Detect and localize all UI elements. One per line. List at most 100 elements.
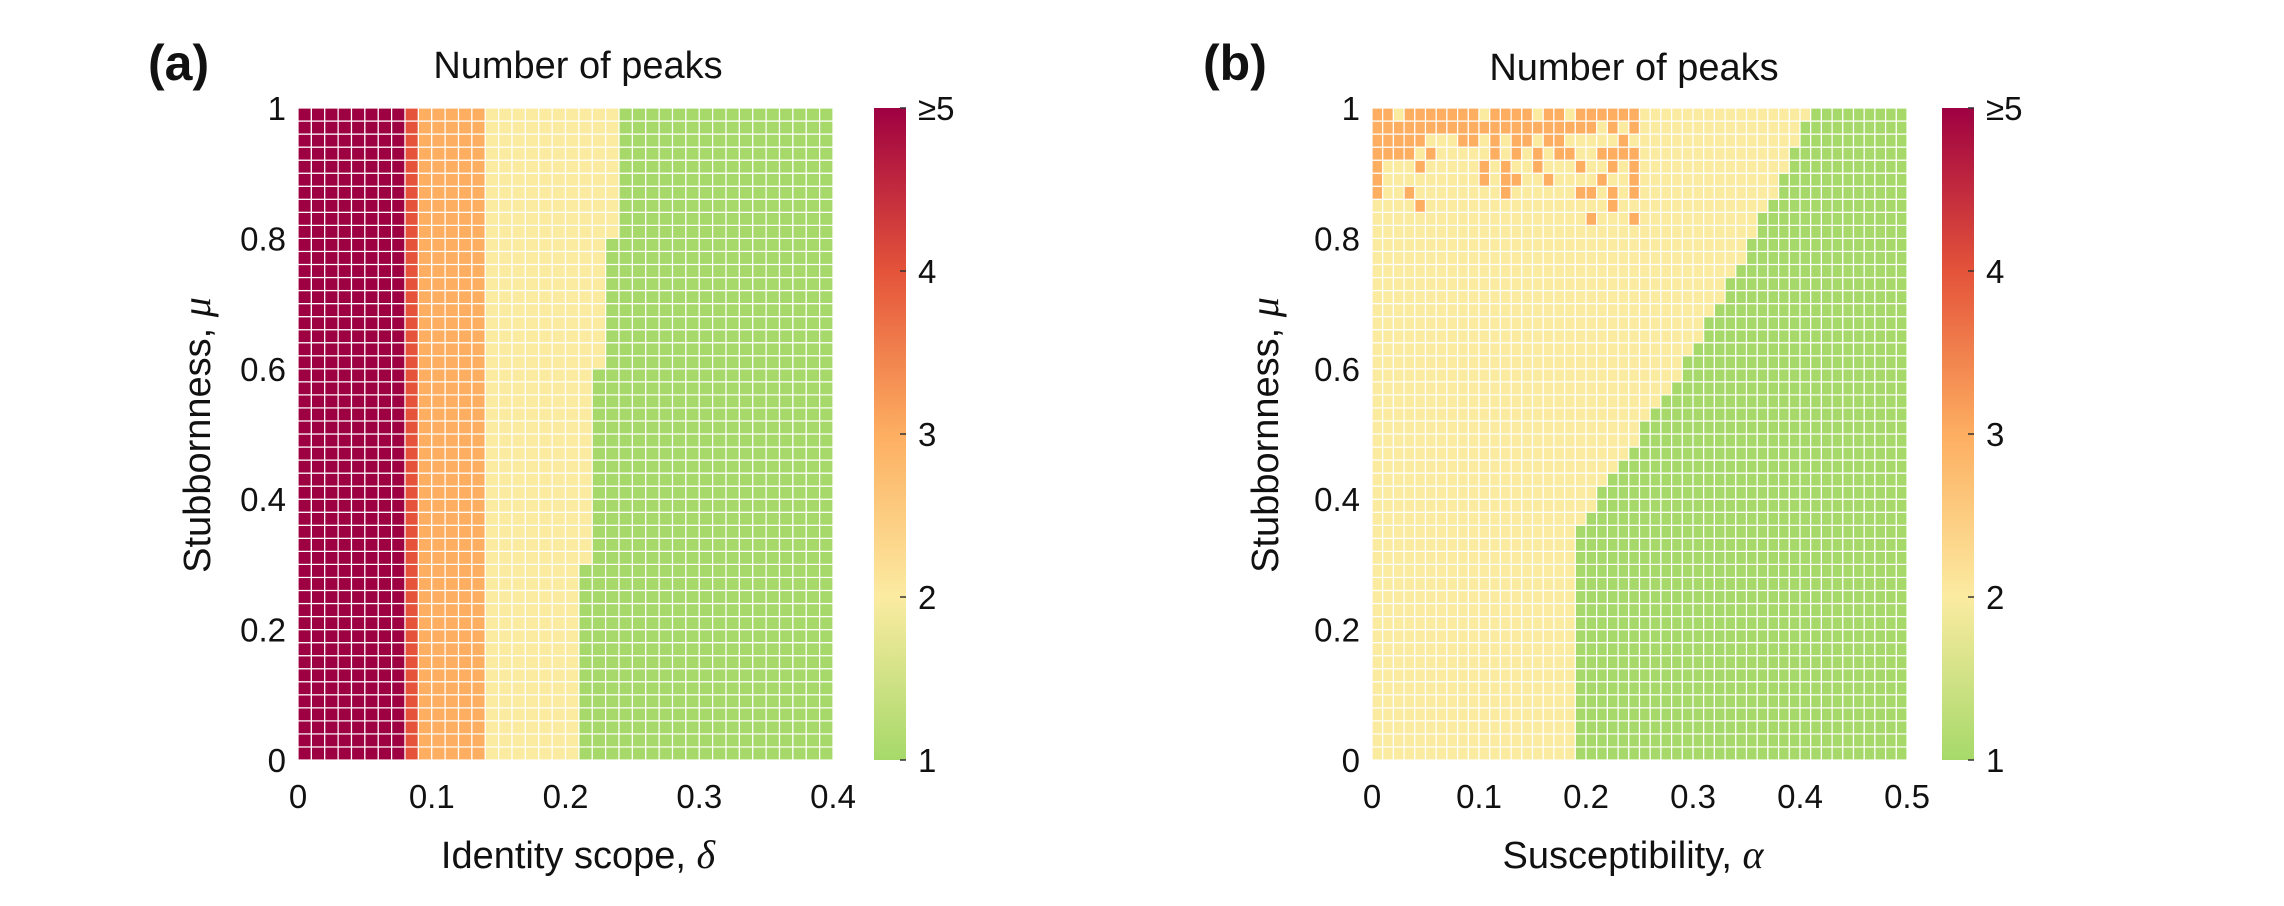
heatmap-cell [1585, 602, 1598, 618]
heatmap-cell [1831, 329, 1844, 344]
heatmap-cell [752, 459, 767, 474]
heatmap-cell [1371, 576, 1384, 592]
heatmap-cell [1724, 668, 1737, 683]
heatmap-cell [698, 224, 714, 240]
heatmap-cell [1884, 342, 1897, 357]
heatmap-cell [1745, 550, 1758, 565]
heatmap-cell [1542, 589, 1555, 605]
heatmap-cell [404, 159, 419, 174]
heatmap-cell [1756, 407, 1769, 422]
heatmap-cell [350, 537, 366, 552]
heatmap-cell [1606, 146, 1619, 161]
heatmap-cell [685, 394, 700, 409]
heatmap-cell [1863, 237, 1876, 253]
heatmap-cell [1852, 381, 1865, 396]
heatmap-cell [297, 107, 312, 122]
heatmap-cell [1767, 368, 1780, 383]
heatmap-cell [1510, 472, 1523, 487]
heatmap-cell [511, 668, 526, 683]
heatmap-cell [1392, 185, 1405, 200]
heatmap-cell [1735, 746, 1748, 761]
heatmap-cell [805, 107, 821, 122]
heatmap-cell [538, 550, 553, 565]
heatmap-cell [471, 329, 486, 344]
heatmap-cell [1756, 694, 1769, 709]
heatmap-cell [1863, 642, 1876, 657]
heatmap-cell [1670, 133, 1683, 148]
heatmap-cell [1510, 446, 1523, 461]
heatmap-cell [310, 368, 326, 383]
heatmap-cell [1724, 446, 1737, 461]
heatmap-cell [1874, 407, 1887, 422]
heatmap-cell [1842, 329, 1855, 344]
heatmap-cell [1895, 185, 1908, 200]
heatmap-cell [564, 120, 580, 135]
heatmap-cell [471, 342, 486, 357]
heatmap-cell [631, 642, 647, 657]
heatmap-cell [819, 368, 834, 383]
heatmap-cell [591, 615, 607, 631]
heatmap-cell [578, 146, 593, 161]
heatmap-cell [524, 381, 540, 396]
heatmap-cell [310, 485, 326, 500]
heatmap-cell [1735, 172, 1748, 187]
heatmap-cell [645, 537, 660, 552]
heatmap-cell [471, 642, 486, 657]
heatmap-cell [1884, 628, 1897, 644]
heatmap-cell [551, 446, 567, 461]
heatmap-cell [752, 211, 767, 226]
heatmap-cell [1478, 563, 1491, 579]
heatmap-cell [752, 576, 767, 592]
heatmap-cell [792, 303, 807, 318]
heatmap-cell [1467, 720, 1480, 735]
heatmap-cell [1638, 159, 1651, 174]
heatmap-cell [391, 211, 406, 226]
heatmap-cell [1424, 394, 1437, 409]
heatmap-cell [297, 589, 312, 605]
heatmap-cell [1810, 224, 1822, 240]
heatmap-cell [1628, 485, 1641, 500]
heatmap-cell [1596, 642, 1608, 657]
heatmap-cell [1831, 668, 1844, 683]
heatmap-cell [1499, 746, 1512, 761]
heatmap-cell [1713, 394, 1726, 409]
heatmap-cell [1724, 563, 1737, 579]
heatmap-cell [350, 303, 366, 318]
heatmap-cell [364, 224, 379, 240]
heatmap-cell [1810, 472, 1822, 487]
heatmap-cell [1596, 602, 1608, 618]
heatmap-cell [1510, 224, 1523, 240]
heatmap-cell [1521, 159, 1534, 174]
heatmap-cell [1403, 224, 1416, 240]
heatmap-cell [1788, 459, 1801, 474]
heatmap-cell [752, 746, 767, 761]
heatmap-cell [1563, 250, 1576, 266]
heatmap-cell [1660, 263, 1673, 279]
heatmap-cell [1456, 146, 1469, 161]
heatmap-cell [1563, 263, 1576, 279]
heatmap-cell [1596, 224, 1608, 240]
heatmap-cell [605, 589, 620, 605]
heatmap-cell [1435, 733, 1448, 748]
heatmap-cell [1820, 394, 1833, 409]
heatmap-cell [1617, 263, 1630, 279]
heatmap-cell [444, 263, 460, 279]
heatmap-cell [1713, 446, 1726, 461]
heatmap-cell [618, 694, 633, 709]
heatmap-cell [310, 381, 326, 396]
heatmap-cell [1489, 563, 1501, 579]
heatmap-cell [1456, 485, 1469, 500]
heatmap-cell [564, 289, 580, 305]
heatmap-cell [752, 524, 767, 539]
heatmap-cell [658, 172, 674, 187]
heatmap-cell [564, 694, 580, 709]
heatmap-cell [805, 459, 821, 474]
heatmap-cell [364, 472, 379, 487]
heatmap-cell [417, 329, 433, 344]
heatmap-cell [1553, 485, 1566, 500]
heatmap-cell [484, 628, 500, 644]
heatmap-cell [1403, 276, 1416, 292]
heatmap-cell [1649, 733, 1662, 748]
heatmap-cell [1617, 120, 1630, 135]
heatmap-cell [765, 563, 781, 579]
